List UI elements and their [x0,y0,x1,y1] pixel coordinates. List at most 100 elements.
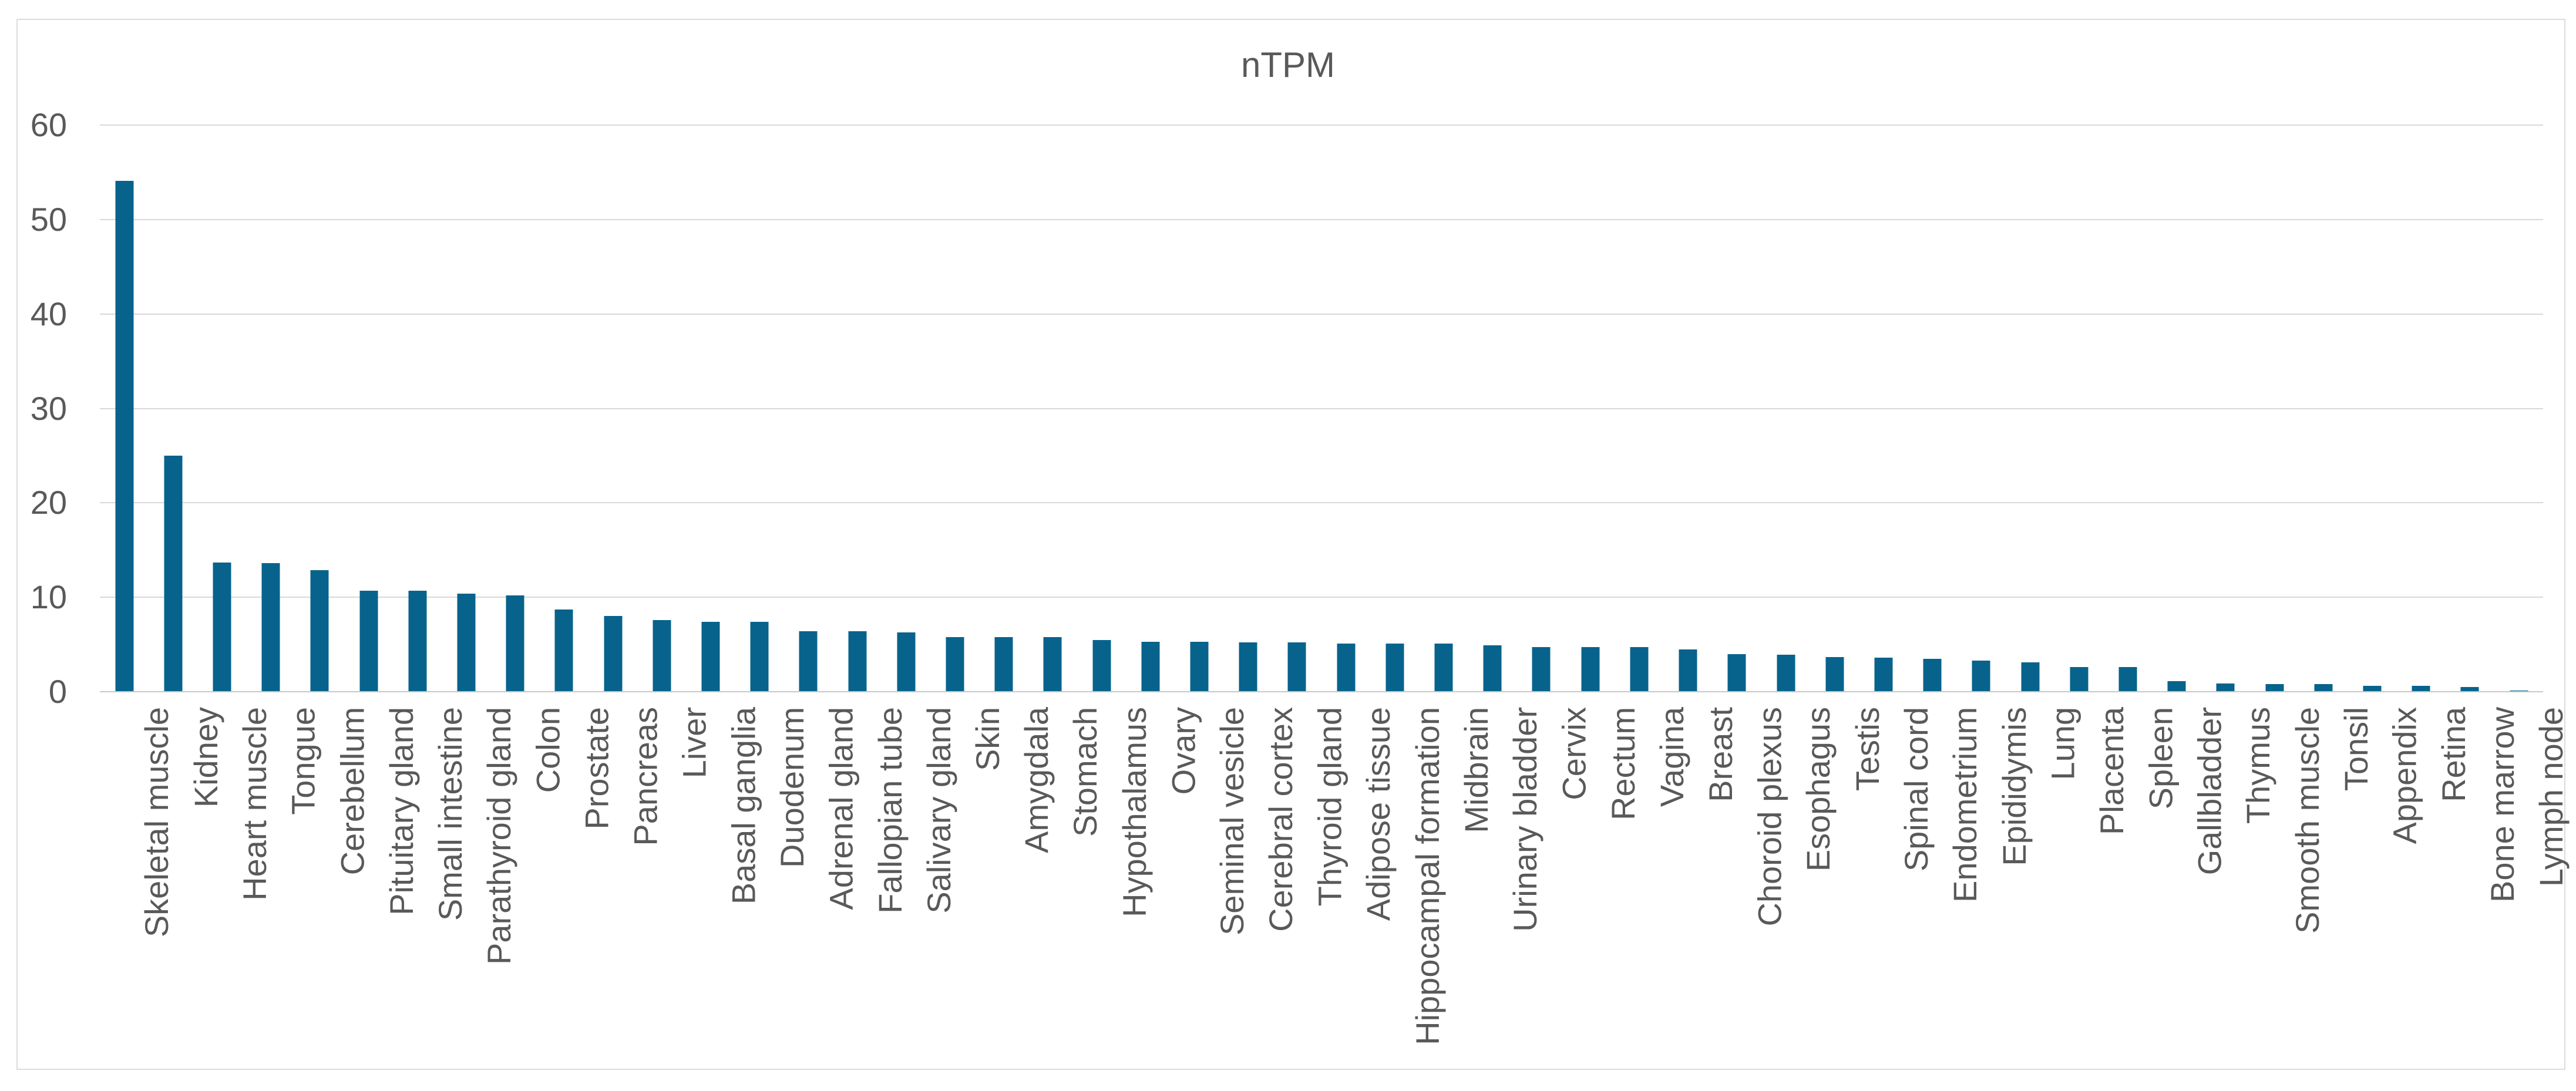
chart-title: nTPM [1240,45,1336,85]
y-axis: 0 10 20 30 40 50 60 [0,109,67,708]
bar-group: Pituitary gland [344,125,420,915]
x-axis-label: Seminal vesicle [1213,707,1251,936]
x-axis-label: Smooth muscle [2288,707,2326,934]
bar [2265,684,2284,692]
x-axis-label: Testis [1848,707,1886,792]
x-axis-label: Small intestine [431,707,469,921]
bar-group: Kidney [149,125,224,807]
bar [2363,686,2382,692]
bar-group: Thyroid gland [1273,125,1348,906]
bar [2118,667,2137,692]
x-axis-label: Prostate [578,707,616,830]
y-axis-tick-label: 60 [30,106,67,143]
bar-group: Tongue [247,125,322,815]
x-axis-label: Midbrain [1458,707,1495,833]
gridline [100,502,2543,504]
bar-group: Rectum [1566,125,1642,820]
bar-group: Cerebral cortex [1224,125,1299,932]
bar [946,637,964,692]
x-axis-label: Stomach [1067,707,1104,837]
x-axis-label: Liver [675,707,713,779]
bar-group: Lymph node [2494,125,2570,887]
bar [359,590,378,692]
y-axis-tick-label: 0 [48,673,67,710]
bar [457,593,476,692]
bar-group: Hippocampal formation [1370,125,1446,1045]
bar [1532,647,1551,692]
bar-group: Heart muscle [197,125,273,901]
x-axis-label: Appendix [2386,707,2423,844]
bar [1483,645,1502,692]
x-axis-label: Rectum [1604,707,1642,820]
bar-group: Colon [491,125,566,793]
x-axis-label: Retina [2435,707,2473,802]
bars-container: Skeletal muscle Kidney Heart muscle Tongue C… [100,125,2570,1045]
bar [848,631,867,692]
x-axis-label: Spinal cord [1897,707,1935,872]
x-axis-label: Pancreas [627,707,664,846]
bar [701,621,720,692]
bar [1874,658,1893,692]
bar [2510,690,2528,692]
bar-group: Urinary bladder [1468,125,1543,932]
x-axis-label: Colon [529,707,567,793]
bar [1923,658,1942,692]
y-axis-tick-label: 30 [30,389,67,427]
bar [994,637,1013,692]
bar [653,619,671,692]
x-axis-label: Thymus [2239,707,2277,824]
bar [1727,654,1746,692]
plot-area: Skeletal muscle Kidney Heart muscle Tongue C… [100,124,2570,1045]
x-axis-label: Endometrium [1946,707,1984,903]
bar [408,590,427,692]
x-axis-label: Lymph node [2533,707,2570,887]
bar-group: Small intestine [393,125,469,921]
x-axis-label: Salivary gland [920,707,957,914]
bar-group: Seminal vesicle [1175,125,1250,935]
bar-group: Retina [2397,125,2472,802]
bar [1385,643,1404,692]
bar-group: Salivary gland [882,125,957,914]
x-axis-label: Hypothalamus [1115,707,1153,917]
bar [554,610,573,692]
bar [2314,684,2333,692]
bar-group: Spinal cord [1859,125,1935,871]
bar [799,631,818,692]
gridline [100,408,2543,409]
bar [164,455,183,692]
x-axis-label: Skin [969,707,1007,771]
bar-group: Placenta [2054,125,2130,835]
bar-group: Lung [2006,125,2081,780]
bar [1581,647,1600,692]
bar-group: Parathyroid gland [442,125,517,965]
x-axis-label: Thyroid gland [1311,707,1348,907]
x-axis-label: Spleen [2141,707,2179,810]
bar [897,632,916,692]
bar-group: Breast [1664,125,1739,802]
x-axis-label: Choroid plexus [1751,707,1788,927]
chart-frame [16,19,2565,1070]
bar [2167,681,2186,692]
y-axis-tick-label: 50 [30,200,67,238]
bar-group: Gallbladder [2153,125,2228,875]
x-axis-label: Gallbladder [2191,707,2228,876]
bar-group: Amygdala [980,125,1055,853]
x-axis-label: Epididymis [1995,707,2033,866]
x-axis-label: Amygdala [1018,707,1055,854]
bar [1825,656,1844,692]
x-axis-label: Placenta [2093,707,2130,835]
bar-group: Skin [930,125,1006,771]
x-axis-label: Tonsil [2337,707,2375,792]
x-axis-label: Hippocampal formation [1408,707,1446,1045]
bar-group: Bone marrow [2446,125,2521,903]
bar-group: Smooth muscle [2250,125,2326,934]
x-axis-label: Duodenum [774,707,811,868]
bar [1630,647,1649,692]
x-axis-label: Vagina [1653,707,1690,807]
bar-group: Cerebellum [295,125,371,875]
bar-group: Liver [637,125,713,778]
bar [1092,639,1111,692]
bar-group: Prostate [540,125,615,830]
x-axis-label: Basal ganglia [725,707,762,905]
bar [1777,655,1795,692]
